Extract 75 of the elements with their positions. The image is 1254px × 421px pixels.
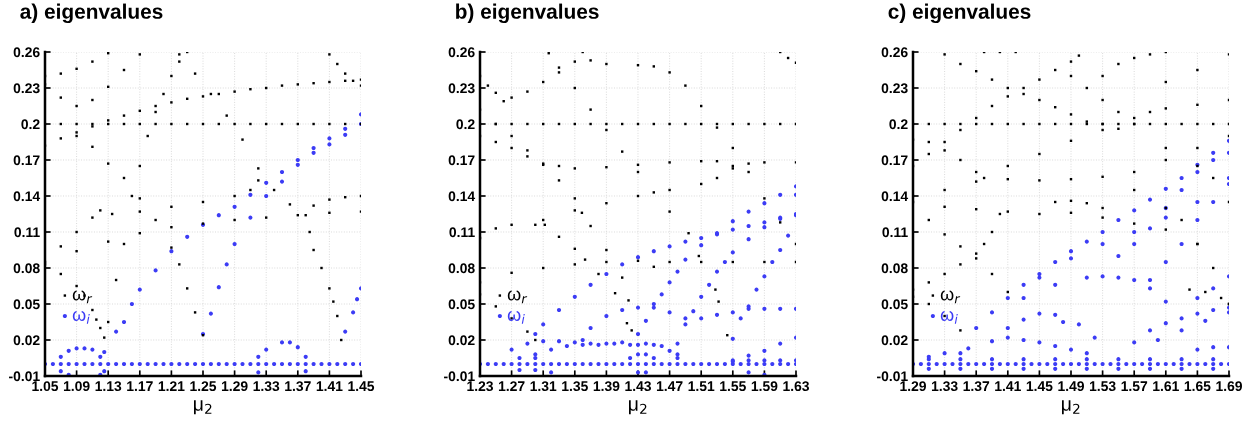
y-tick-label: 0.26 (13, 47, 40, 58)
x-tick-label: 1.33 (931, 381, 958, 392)
y-tick-label: 0.02 (13, 335, 40, 346)
x-tick-label: 1.21 (158, 381, 185, 391)
y-tick-label: 0.11 (449, 227, 475, 238)
y-tick-label: -0.01 (444, 371, 475, 382)
y-tick-label: 0.17 (881, 155, 908, 166)
chart-title: b) eigenvalues (456, 3, 599, 24)
y-tick-label: 0.02 (448, 335, 475, 346)
x-tick-label: 1.31 (530, 381, 557, 392)
x-tick-label: 1.59 (751, 381, 778, 392)
chart-title: c) eigenvalues (888, 3, 1031, 24)
x-tick-label: 1.35 (562, 381, 588, 392)
x-tick-label: 1.37 (285, 381, 311, 392)
y-tick-label: 0.17 (448, 155, 475, 166)
x-tick-label: 1.39 (593, 381, 620, 392)
x-axis-title: μ$_{2}$ (194, 400, 212, 415)
y-tick-label: 0.14 (448, 191, 476, 202)
x-tick-label: 1.51 (688, 381, 715, 392)
x-tick-label: 1.37 (963, 381, 990, 392)
legend-label: ω$_{i}$ (507, 310, 525, 324)
x-tick-label: 1.27 (498, 381, 525, 391)
x-tick-label: 1.55 (720, 381, 746, 392)
y-tick-label: 0.08 (13, 263, 40, 274)
x-tick-label: 1.13 (95, 381, 122, 392)
x-tick-label: 1.69 (1216, 381, 1242, 392)
x-tick-label: 1.57 (1121, 381, 1148, 392)
x-tick-label: 1.61 (1153, 381, 1179, 392)
x-tick-label: 1.47 (656, 381, 683, 391)
x-tick-label: 1.41 (316, 381, 343, 391)
x-tick-label: 1.05 (32, 381, 59, 392)
y-tick-label: 0.2 (21, 119, 40, 130)
y-tick-label: 0.05 (881, 299, 908, 310)
chart-title: a) eigenvalues (20, 3, 163, 24)
y-tick-label: 0.26 (448, 47, 475, 58)
x-tick-label: 1.45 (1026, 381, 1053, 392)
y-tick-label: 0.14 (881, 191, 909, 202)
y-tick-label: 0.08 (448, 263, 475, 274)
y-tick-label: 0.11 (882, 227, 908, 238)
x-tick-label: 1.53 (1089, 381, 1116, 392)
y-tick-label: 0.05 (448, 299, 475, 310)
legend-label: ω$_{r}$ (940, 290, 961, 304)
y-tick-label: 0.23 (13, 83, 40, 94)
x-tick-label: 1.23 (467, 381, 494, 392)
x-tick-label: 1.29 (221, 381, 248, 392)
x-tick-label: 1.25 (190, 381, 217, 392)
y-tick-label: 0.02 (881, 335, 908, 346)
y-tick-label: 0.08 (881, 263, 908, 274)
y-tick-label: -0.01 (9, 371, 40, 382)
x-tick-label: 1.45 (348, 381, 375, 392)
y-tick-label: 0.23 (448, 83, 475, 94)
x-tick-label: 1.65 (1184, 381, 1211, 392)
x-tick-label: 1.63 (783, 381, 810, 392)
y-tick-label: 0.14 (13, 191, 41, 202)
x-tick-label: 1.41 (995, 381, 1021, 391)
legend-label: ω$_{r}$ (72, 290, 93, 304)
y-tick-label: 0.05 (13, 299, 40, 310)
y-tick-label: 0.17 (13, 155, 40, 166)
y-tick-label: 0.2 (456, 119, 475, 130)
legend-label: ω$_{r}$ (507, 290, 528, 304)
x-tick-label: 1.43 (625, 381, 652, 392)
y-tick-label: 0.26 (881, 47, 908, 58)
x-tick-label: 1.33 (253, 381, 280, 392)
legend-label: ω$_{i}$ (72, 310, 90, 324)
x-axis-title: μ$_{2}$ (629, 400, 647, 415)
x-tick-label: 1.09 (63, 381, 90, 392)
y-tick-label: 0.11 (14, 227, 40, 238)
x-axis-title: μ$_{2}$ (1062, 400, 1080, 415)
y-tick-label: 0.23 (881, 83, 908, 94)
x-tick-label: 1.49 (1058, 381, 1084, 392)
x-tick-label: 1.17 (127, 381, 153, 391)
y-tick-label: -0.01 (877, 371, 908, 382)
y-tick-label: 0.2 (889, 119, 908, 130)
legend-label: ω$_{i}$ (940, 310, 958, 324)
x-tick-label: 1.29 (900, 381, 926, 392)
